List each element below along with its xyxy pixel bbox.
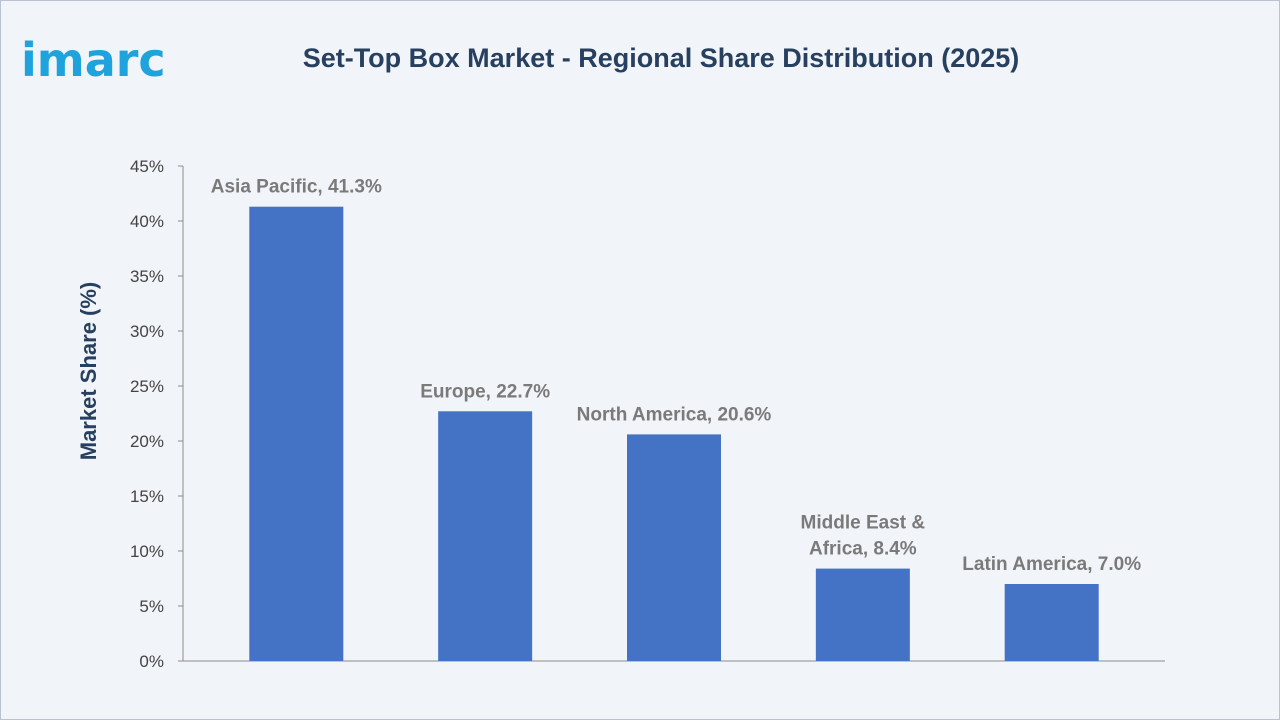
data-label: North America, 20.6% (577, 404, 772, 425)
y-axis-label: Market Share (%) (76, 282, 101, 461)
y-axis-ticks: 0% 5% 10% 15% 20% 25% 30% 35% 40% 45% (130, 157, 183, 671)
y-tick-label: 20% (130, 432, 164, 451)
y-tick-label: 10% (130, 542, 164, 561)
bar-europe (438, 411, 533, 661)
y-tick-label: 5% (139, 597, 164, 616)
y-tick-label: 45% (130, 157, 164, 176)
y-tick-label: 15% (130, 487, 164, 506)
y-tick-label: 30% (130, 322, 164, 341)
data-label: Europe, 22.7% (420, 381, 550, 402)
data-label: Latin America, 7.0% (962, 554, 1141, 575)
bars (249, 206, 1099, 661)
y-tick-label: 25% (130, 377, 164, 396)
y-tick-label: 0% (139, 652, 164, 671)
chart-title: Set-Top Box Market - Regional Share Dist… (302, 43, 1020, 73)
data-label: Africa, 8.4% (809, 539, 917, 560)
bar-north-america (627, 434, 721, 661)
bar-middle-east-africa (815, 568, 910, 661)
y-tick-label: 40% (130, 212, 164, 231)
data-labels: Asia Pacific, 41.3% Europe, 22.7% North Am… (211, 177, 1141, 575)
data-label: Middle East & (801, 513, 926, 534)
imarc-logo: imarc (21, 33, 166, 87)
bar-asia-pacific (249, 206, 344, 661)
bar-latin-america (1004, 584, 1099, 661)
data-label: Asia Pacific, 41.3% (211, 177, 382, 198)
y-tick-label: 35% (130, 267, 164, 286)
